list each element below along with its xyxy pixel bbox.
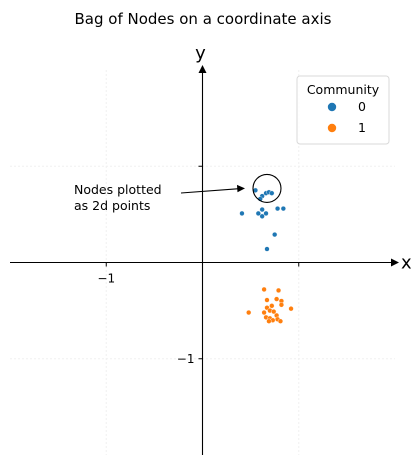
highlight-circle bbox=[252, 173, 282, 203]
y-tick-label: −1 bbox=[177, 352, 195, 366]
data-point-community-1 bbox=[275, 287, 282, 294]
data-point-community-1 bbox=[269, 303, 275, 309]
annotation-arrow-line bbox=[180, 188, 240, 194]
data-points bbox=[239, 187, 294, 324]
data-point-community-1 bbox=[246, 309, 252, 316]
legend-title: Community bbox=[307, 82, 380, 97]
legend-label-community-0: 0 bbox=[358, 99, 366, 114]
annotation-arrowhead bbox=[236, 184, 245, 193]
data-point-community-0 bbox=[263, 210, 269, 217]
y-axis-arrowhead bbox=[198, 65, 207, 73]
data-point-community-0 bbox=[264, 246, 270, 252]
x-tick-label: −1 bbox=[97, 272, 115, 286]
x-axis-arrowhead bbox=[391, 258, 399, 267]
legend-marker-community-1 bbox=[327, 123, 337, 133]
tick-marks: −1 −1 bbox=[97, 165, 300, 366]
data-point-community-1 bbox=[261, 286, 267, 293]
legend-box bbox=[296, 75, 390, 145]
data-point-community-1 bbox=[264, 297, 270, 303]
annotation-text-line: as 2d points bbox=[74, 198, 150, 213]
data-point-community-1 bbox=[277, 318, 284, 324]
data-point-community-1 bbox=[288, 306, 294, 312]
annotation-text-line: Nodes plotted bbox=[74, 182, 162, 197]
data-point-community-1 bbox=[271, 308, 277, 315]
data-point-community-0 bbox=[269, 190, 275, 196]
y-axis-label: y bbox=[195, 43, 206, 64]
data-point-community-0 bbox=[274, 206, 281, 212]
data-point-community-0 bbox=[272, 231, 278, 238]
data-point-community-1 bbox=[274, 296, 280, 302]
data-point-community-0 bbox=[280, 206, 286, 212]
data-point-community-1 bbox=[266, 318, 272, 324]
data-point-community-0 bbox=[259, 213, 265, 219]
legend-marker-community-0 bbox=[327, 102, 337, 112]
data-point-community-0 bbox=[255, 210, 261, 217]
legend-label-community-1: 1 bbox=[358, 120, 366, 135]
chart-title: Bag of Nodes on a coordinate axis bbox=[75, 10, 332, 28]
x-axis-label: x bbox=[401, 253, 412, 274]
data-point-community-1 bbox=[261, 309, 267, 316]
data-point-community-0 bbox=[239, 210, 245, 217]
data-point-community-1 bbox=[278, 302, 285, 308]
axes: xy bbox=[10, 43, 412, 455]
legend: Community 0 1 bbox=[296, 75, 390, 145]
data-point-community-0 bbox=[259, 206, 265, 213]
